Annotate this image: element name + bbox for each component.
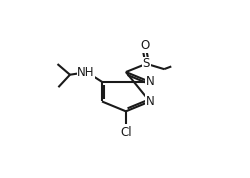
Text: O: O [140, 40, 149, 53]
Text: S: S [143, 57, 150, 70]
Text: NH: NH [77, 66, 95, 78]
Text: Cl: Cl [120, 126, 132, 139]
Text: N: N [146, 75, 154, 88]
Text: N: N [146, 95, 154, 108]
